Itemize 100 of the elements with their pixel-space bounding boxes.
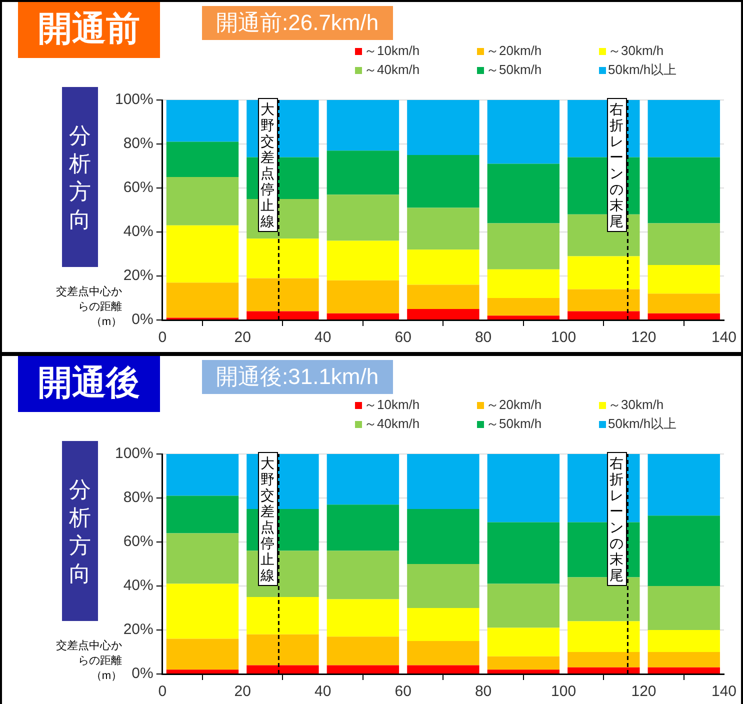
bar — [648, 294, 720, 314]
x-tick-label: 20 — [234, 683, 251, 700]
x-tick-label: 60 — [394, 683, 412, 700]
bar — [648, 100, 720, 158]
y-tick-label: 100% — [114, 445, 154, 462]
legend-label: ～10km/h — [364, 42, 420, 60]
bar — [166, 142, 239, 177]
bar — [407, 608, 480, 641]
bar — [326, 504, 400, 551]
bar — [166, 670, 239, 674]
legend-label: 50km/h以上 — [608, 61, 677, 79]
bar — [407, 564, 480, 608]
x-tick-label: 100 — [551, 683, 576, 700]
legend-label: 50km/h以上 — [608, 415, 677, 433]
x-tick-label: 100 — [551, 329, 576, 346]
chart-title: 開通後 — [18, 356, 160, 412]
bar — [648, 454, 720, 516]
bar — [326, 100, 400, 151]
x-tick-label: 40 — [314, 683, 332, 700]
bar — [648, 652, 720, 668]
x-tick-label: 120 — [631, 683, 656, 700]
legend-label: ～30km/h — [608, 42, 664, 60]
bar — [326, 313, 400, 320]
bar — [487, 100, 560, 164]
legend-label: ～30km/h — [608, 396, 664, 414]
x-tick-label: 140 — [711, 683, 737, 700]
legend-label: ～50km/h — [486, 415, 542, 433]
y-axis-title: 分析方向 — [69, 476, 91, 588]
chart-title: 開通前 — [18, 2, 160, 58]
bar — [326, 454, 400, 505]
bar — [648, 630, 720, 652]
x-tick-label: 80 — [474, 329, 492, 346]
bar — [648, 586, 720, 630]
x-tick-label: 0 — [158, 683, 167, 700]
bar — [648, 516, 720, 586]
bar — [246, 311, 319, 320]
bar — [326, 599, 400, 637]
bar — [648, 157, 720, 224]
legend-label: ～20km/h — [486, 42, 542, 60]
x-tick-label: 140 — [711, 329, 737, 346]
bar — [648, 223, 720, 265]
legend-label: ～40km/h — [364, 415, 420, 433]
bar — [407, 309, 480, 320]
x-tick-label: 80 — [474, 683, 492, 700]
bar — [568, 652, 640, 668]
bar — [166, 225, 239, 283]
y-tick-label: 80% — [123, 489, 154, 506]
y-tick-label: 60% — [123, 533, 154, 550]
bar — [487, 628, 560, 656]
bar — [326, 665, 400, 674]
bar — [487, 223, 560, 270]
bar — [166, 584, 239, 639]
bar — [246, 278, 319, 312]
bar — [648, 313, 720, 320]
bar — [407, 155, 480, 208]
bar — [648, 667, 720, 674]
x-axis-title: 交差点中心からの距離（m） — [55, 285, 122, 330]
bar — [407, 665, 480, 674]
bar — [407, 250, 480, 285]
bar — [326, 280, 400, 314]
y-tick-label: 20% — [123, 621, 154, 638]
x-tick-label: 60 — [394, 329, 412, 346]
x-tick-label: 120 — [631, 329, 656, 346]
bar — [407, 454, 480, 509]
bar — [407, 100, 480, 155]
bar — [246, 634, 319, 666]
bar — [326, 194, 400, 241]
y-tick-label: 0% — [132, 665, 154, 682]
legend-label: ～10km/h — [364, 396, 420, 414]
bar — [246, 597, 319, 634]
bar — [166, 454, 239, 496]
bar — [568, 667, 640, 674]
bar — [568, 311, 640, 320]
legend-label: ～20km/h — [486, 396, 542, 414]
bar — [487, 656, 560, 670]
bar — [568, 621, 640, 652]
y-tick-label: 80% — [123, 135, 154, 152]
y-tick-label: 0% — [132, 311, 154, 328]
bar — [166, 496, 239, 534]
chart-subtitle: 開通前:26.7km/h — [202, 6, 393, 40]
bar — [407, 208, 480, 250]
bar — [487, 584, 560, 628]
y-tick-label: 60% — [123, 179, 154, 196]
label-frame: 右折レーンの末尾 — [606, 98, 627, 232]
bar — [487, 298, 560, 316]
bar — [326, 150, 400, 195]
bar — [246, 665, 319, 674]
bar — [166, 177, 239, 226]
bar — [487, 269, 560, 298]
bar — [568, 289, 640, 312]
y-tick-label: 40% — [123, 577, 154, 594]
x-axis-title: 交差点中心からの距離（m） — [55, 639, 122, 684]
bar — [487, 454, 560, 522]
bar — [407, 284, 480, 309]
y-tick-label: 40% — [123, 223, 154, 240]
bar — [166, 638, 239, 670]
bar — [166, 533, 239, 584]
bar — [568, 256, 640, 290]
x-tick-label: 40 — [314, 329, 332, 346]
x-tick-label: 0 — [158, 329, 167, 346]
